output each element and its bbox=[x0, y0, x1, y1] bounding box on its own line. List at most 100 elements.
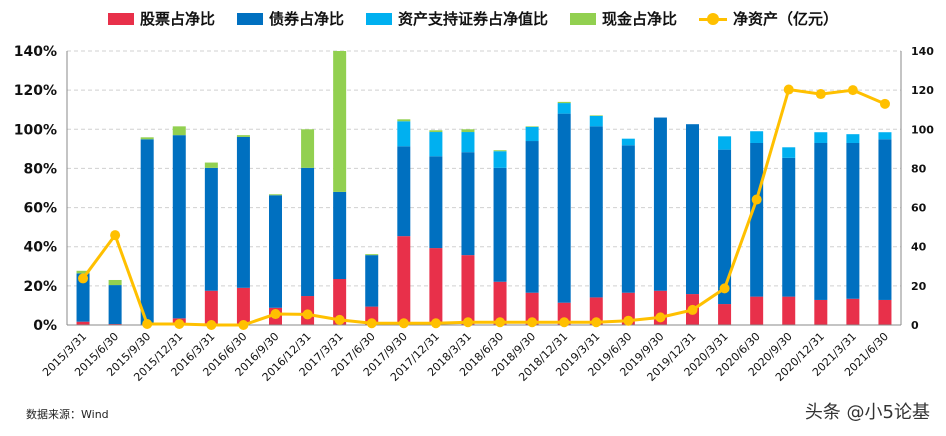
bar-segment bbox=[878, 139, 892, 300]
net-assets-point bbox=[495, 317, 506, 328]
bar-segment bbox=[557, 113, 571, 303]
net-assets-point bbox=[719, 283, 730, 294]
net-assets-point bbox=[751, 194, 762, 205]
y2-tick-label: 140 bbox=[911, 45, 934, 58]
bar-segment bbox=[461, 152, 475, 256]
y-tick-label: 80% bbox=[23, 161, 57, 177]
bar-segment bbox=[557, 103, 571, 114]
bar-segment bbox=[236, 136, 250, 288]
bar-segment bbox=[557, 101, 571, 104]
bar-segment bbox=[108, 285, 122, 325]
bar-segment bbox=[429, 132, 443, 157]
bar-segment bbox=[461, 129, 475, 133]
legend-item: 资产支持证券占净值比 bbox=[365, 8, 548, 29]
bar-segment bbox=[493, 150, 507, 152]
legend-item: 股票占净比 bbox=[107, 8, 215, 29]
bar-segment bbox=[814, 132, 828, 143]
y-tick-label: 100% bbox=[14, 122, 57, 138]
bar-segment bbox=[750, 142, 764, 297]
bar-segment bbox=[878, 299, 892, 325]
legend-item: 净资产（亿元） bbox=[699, 8, 838, 29]
legend-item: 现金占净比 bbox=[570, 8, 677, 29]
y-tick-label: 60% bbox=[23, 201, 57, 217]
bar-segment bbox=[461, 132, 475, 153]
bar-segment bbox=[718, 149, 732, 305]
bar-segment bbox=[140, 137, 154, 140]
bar-segment bbox=[397, 146, 411, 237]
bar-segment bbox=[589, 297, 603, 325]
bar-segment bbox=[204, 167, 218, 291]
net-assets-point bbox=[462, 317, 473, 328]
net-assets-point bbox=[302, 309, 313, 320]
bar-segment bbox=[172, 126, 186, 136]
bar-segment bbox=[429, 130, 443, 133]
bar-segment bbox=[269, 194, 282, 196]
y2-tick-label: 20 bbox=[911, 280, 927, 293]
bar-segment bbox=[814, 142, 828, 300]
bar-segment bbox=[301, 129, 315, 168]
y-tick-label: 20% bbox=[23, 279, 57, 295]
bar-segment bbox=[525, 141, 539, 293]
bar-segment bbox=[750, 296, 764, 325]
y2-tick-label: 60 bbox=[911, 202, 927, 215]
net-assets-point bbox=[366, 318, 377, 329]
bar-segment bbox=[140, 139, 154, 325]
bar-segment bbox=[333, 279, 347, 325]
bar-segment bbox=[782, 157, 796, 297]
bar-segment bbox=[589, 115, 603, 116]
net-assets-point bbox=[815, 89, 826, 100]
bar-segment bbox=[525, 126, 539, 127]
y2-tick-label: 120 bbox=[911, 84, 934, 97]
bar-segment bbox=[589, 126, 603, 298]
net-assets-point bbox=[591, 317, 602, 328]
y-tick-label: 140% bbox=[14, 44, 57, 60]
net-assets-point bbox=[206, 320, 217, 330]
y-tick-label: 40% bbox=[23, 240, 57, 256]
bar-segment bbox=[846, 142, 860, 299]
net-assets-point bbox=[559, 317, 570, 328]
net-assets-point bbox=[110, 230, 121, 241]
net-assets-line bbox=[81, 87, 886, 327]
bar-segment bbox=[814, 299, 828, 325]
bar-segment bbox=[108, 279, 122, 286]
bar-segment bbox=[76, 273, 90, 322]
net-assets-point bbox=[270, 309, 281, 320]
net-assets-point bbox=[623, 315, 634, 326]
net-assets-point bbox=[655, 312, 666, 323]
bar-segment bbox=[397, 121, 411, 147]
y-tick-label: 120% bbox=[14, 83, 57, 99]
bar-segment bbox=[301, 167, 315, 297]
bar-segment bbox=[236, 135, 250, 137]
net-assets-point bbox=[142, 319, 153, 330]
bar-segment bbox=[718, 136, 732, 150]
net-assets-point bbox=[879, 98, 890, 109]
legend-item: 债券占净比 bbox=[236, 8, 344, 29]
bar-segment bbox=[397, 119, 411, 122]
bar-segment bbox=[525, 126, 539, 142]
net-assets-point bbox=[78, 273, 89, 284]
y2-tick-label: 100 bbox=[911, 123, 934, 136]
bar-segment bbox=[204, 162, 218, 168]
net-assets-point bbox=[527, 317, 538, 328]
bar-segment bbox=[493, 281, 507, 325]
net-assets-point bbox=[430, 318, 441, 329]
net-assets-point bbox=[847, 85, 858, 96]
bar-segment bbox=[589, 115, 603, 127]
bar-segment bbox=[846, 298, 860, 325]
bar-segment bbox=[429, 248, 443, 325]
bar-segment bbox=[782, 147, 796, 158]
net-assets-point bbox=[398, 318, 409, 329]
bar-segment bbox=[461, 255, 475, 325]
bar-segment bbox=[493, 167, 507, 282]
bar-segment bbox=[429, 156, 443, 249]
legend: 股票占净比 债券占净比 资产支持证券占净值比 现金占净比 净资产（亿元） bbox=[0, 8, 946, 29]
bar-segment bbox=[397, 236, 411, 325]
bar-segment bbox=[365, 255, 379, 307]
bar-segment bbox=[653, 117, 667, 291]
bar-segment bbox=[333, 51, 347, 192]
y2-tick-label: 80 bbox=[911, 162, 927, 175]
net-assets-point bbox=[783, 84, 794, 95]
bar-segment bbox=[525, 292, 539, 325]
bar-segment bbox=[686, 124, 699, 295]
